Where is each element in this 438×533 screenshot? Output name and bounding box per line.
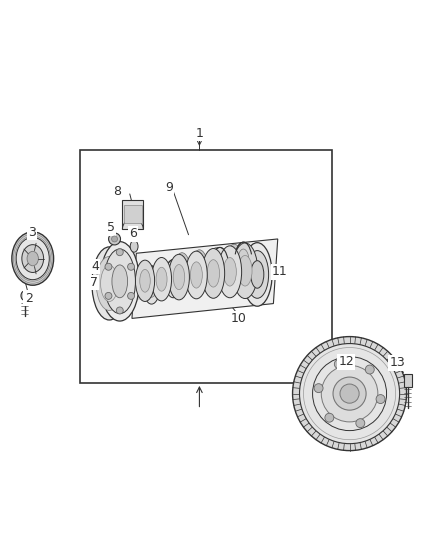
Ellipse shape bbox=[218, 246, 242, 298]
Text: 10: 10 bbox=[231, 312, 247, 325]
Circle shape bbox=[376, 394, 385, 403]
Text: 13: 13 bbox=[389, 357, 405, 369]
Ellipse shape bbox=[185, 251, 207, 299]
Circle shape bbox=[117, 249, 123, 256]
Ellipse shape bbox=[22, 245, 44, 272]
Ellipse shape bbox=[128, 273, 138, 294]
Circle shape bbox=[365, 365, 374, 374]
Text: 6: 6 bbox=[129, 227, 137, 240]
Text: 3: 3 bbox=[28, 225, 36, 239]
Ellipse shape bbox=[202, 248, 225, 298]
Text: 12: 12 bbox=[338, 356, 354, 368]
Ellipse shape bbox=[173, 264, 185, 289]
Circle shape bbox=[112, 236, 117, 242]
Ellipse shape bbox=[223, 257, 237, 286]
Ellipse shape bbox=[243, 243, 272, 306]
Ellipse shape bbox=[12, 232, 53, 285]
Text: 8: 8 bbox=[113, 185, 121, 198]
Ellipse shape bbox=[101, 265, 118, 302]
Ellipse shape bbox=[112, 265, 127, 298]
Ellipse shape bbox=[92, 247, 127, 320]
Text: 4: 4 bbox=[91, 260, 99, 273]
Ellipse shape bbox=[238, 249, 249, 273]
Circle shape bbox=[105, 263, 112, 270]
Ellipse shape bbox=[96, 256, 122, 310]
Polygon shape bbox=[162, 258, 179, 297]
Ellipse shape bbox=[233, 243, 258, 298]
Ellipse shape bbox=[208, 247, 225, 284]
Text: 2: 2 bbox=[25, 292, 33, 305]
Ellipse shape bbox=[143, 266, 160, 304]
Circle shape bbox=[340, 384, 359, 403]
Circle shape bbox=[321, 365, 378, 422]
Ellipse shape bbox=[165, 260, 182, 298]
Bar bbox=[80, 150, 332, 383]
Text: 1: 1 bbox=[195, 126, 203, 140]
Ellipse shape bbox=[191, 250, 208, 284]
Circle shape bbox=[117, 307, 123, 314]
Bar bbox=[404, 374, 412, 387]
Circle shape bbox=[109, 233, 120, 245]
Ellipse shape bbox=[211, 247, 229, 286]
Ellipse shape bbox=[146, 273, 157, 297]
Ellipse shape bbox=[226, 244, 243, 282]
Ellipse shape bbox=[152, 257, 172, 301]
Circle shape bbox=[127, 293, 134, 300]
Ellipse shape bbox=[191, 262, 202, 288]
Circle shape bbox=[293, 337, 406, 450]
Polygon shape bbox=[230, 247, 245, 294]
Text: 9: 9 bbox=[165, 181, 173, 193]
Ellipse shape bbox=[251, 261, 264, 288]
Ellipse shape bbox=[27, 252, 39, 266]
Circle shape bbox=[356, 419, 365, 427]
Ellipse shape bbox=[187, 254, 205, 292]
Polygon shape bbox=[196, 252, 213, 295]
Ellipse shape bbox=[16, 237, 49, 280]
Ellipse shape bbox=[130, 240, 138, 252]
Text: 11: 11 bbox=[272, 265, 288, 278]
Polygon shape bbox=[145, 261, 162, 298]
Circle shape bbox=[105, 293, 112, 300]
Circle shape bbox=[333, 377, 366, 410]
Ellipse shape bbox=[169, 254, 189, 300]
Text: 5: 5 bbox=[107, 221, 115, 235]
Ellipse shape bbox=[246, 251, 268, 298]
Polygon shape bbox=[132, 239, 278, 318]
Polygon shape bbox=[213, 250, 230, 295]
Circle shape bbox=[325, 413, 334, 422]
Ellipse shape bbox=[140, 270, 150, 292]
Ellipse shape bbox=[191, 261, 202, 285]
Polygon shape bbox=[179, 255, 196, 296]
Ellipse shape bbox=[214, 254, 226, 279]
Circle shape bbox=[300, 344, 399, 443]
Circle shape bbox=[314, 384, 323, 393]
Ellipse shape bbox=[135, 260, 155, 302]
Circle shape bbox=[334, 360, 343, 368]
Polygon shape bbox=[133, 265, 147, 300]
Ellipse shape bbox=[238, 255, 252, 286]
Text: 7: 7 bbox=[90, 276, 98, 289]
Ellipse shape bbox=[174, 253, 190, 286]
Ellipse shape bbox=[104, 249, 135, 313]
Ellipse shape bbox=[125, 267, 141, 300]
Ellipse shape bbox=[21, 291, 29, 301]
Ellipse shape bbox=[235, 242, 252, 280]
Bar bbox=[122, 200, 143, 229]
Bar bbox=[124, 205, 141, 223]
Circle shape bbox=[127, 263, 134, 270]
Ellipse shape bbox=[156, 267, 167, 291]
Ellipse shape bbox=[168, 266, 179, 291]
Ellipse shape bbox=[207, 260, 219, 287]
Ellipse shape bbox=[100, 241, 139, 321]
